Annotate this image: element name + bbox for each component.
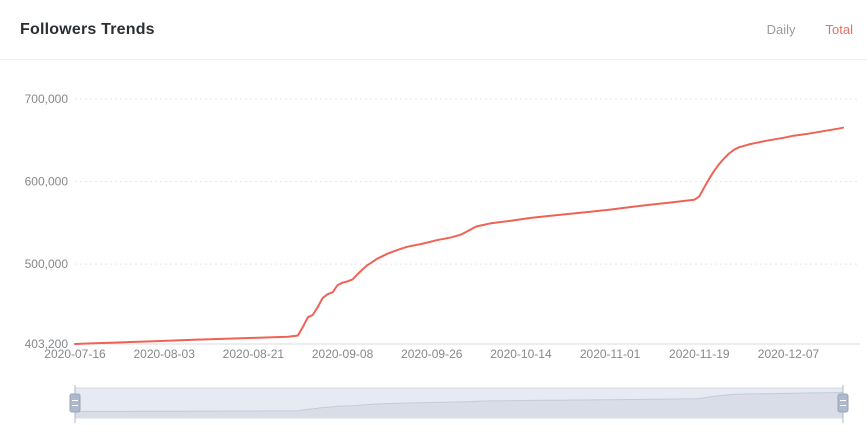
datazoom-shadow-area xyxy=(75,392,843,418)
y-axis-label: 500,000 xyxy=(25,257,69,271)
x-axis-label: 2020-07-16 xyxy=(44,347,106,361)
y-axis-label: 700,000 xyxy=(25,92,69,106)
x-axis-label: 2020-11-19 xyxy=(669,347,730,361)
y-axis-label: 600,000 xyxy=(25,175,69,189)
card-header: Followers Trends Daily Total xyxy=(0,0,867,60)
handle-grip-body[interactable] xyxy=(69,393,81,413)
tab-total[interactable]: Total xyxy=(825,22,853,37)
y-axis-label: 403,200 xyxy=(25,337,69,351)
handle-grip-body[interactable] xyxy=(837,393,849,413)
x-axis-label: 2020-08-21 xyxy=(223,347,285,361)
chart-canvas: 403,200 500,000 600,000 700,000 2020-07-16 20… xyxy=(0,60,867,432)
x-axis-label: 2020-11-01 xyxy=(580,347,641,361)
x-axis-label: 2020-12-07 xyxy=(758,347,820,361)
followers-line-chart: 403,200 500,000 600,000 700,000 2020-07-16 20… xyxy=(25,92,860,423)
x-axis-label: 2020-10-14 xyxy=(490,347,552,361)
page-title: Followers Trends xyxy=(20,20,155,38)
x-axis-label: 2020-09-08 xyxy=(312,347,374,361)
tab-daily[interactable]: Daily xyxy=(766,22,796,37)
trend-mode-tabs: Daily Total xyxy=(767,23,853,36)
trend-line-total xyxy=(74,126,844,345)
x-axis-label: 2020-08-03 xyxy=(133,347,195,361)
datazoom-slider[interactable] xyxy=(69,385,849,423)
datazoom-shadow-line xyxy=(74,392,844,412)
x-axis-label: 2020-09-26 xyxy=(401,347,463,361)
datazoom-right-handle[interactable] xyxy=(837,385,849,423)
datazoom-left-handle[interactable] xyxy=(69,385,81,423)
